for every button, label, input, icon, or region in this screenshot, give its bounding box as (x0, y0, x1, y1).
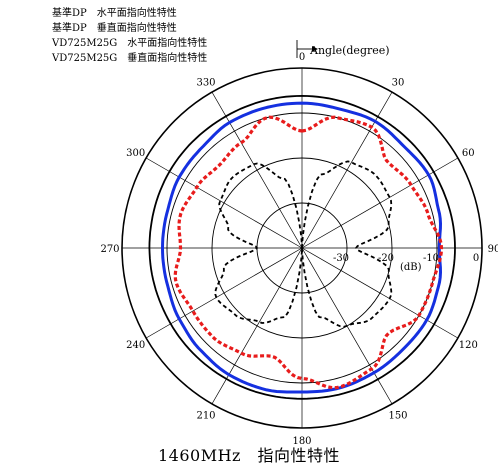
angle-tick-label: 210 (196, 410, 215, 421)
grid-spoke (301, 157, 459, 249)
grid-spoke (301, 247, 459, 339)
grid-spoke (145, 157, 303, 249)
legend: 基準DP 水平面指向性特性 基準DP 垂直面指向性特性 VD725M25G 水平… (2, 6, 207, 66)
grid-spoke (211, 247, 303, 405)
arrow-head (312, 46, 318, 52)
angle-tick-label: 180 (292, 436, 311, 447)
angle-tick-label: 90 (488, 244, 498, 255)
angle-tick-label: 300 (126, 148, 145, 159)
radial-tick-label: -30 (333, 253, 349, 264)
angle-tick-label: 270 (100, 244, 119, 255)
legend-item-4: VD725M25G 垂直面指向性特性 (2, 51, 207, 66)
angle-tick-label: 120 (459, 340, 478, 351)
radial-tick-label: -10 (423, 253, 439, 264)
legend-label-1: 基準DP 水平面指向性特性 (52, 8, 177, 19)
legend-label-3: VD725M25G 水平面指向性特性 (52, 38, 208, 49)
angle-tick-label: 30 (392, 78, 405, 89)
angle-tick-label: 240 (126, 340, 145, 351)
radial-unit-label: (dB) (400, 262, 422, 273)
series-line-2 (214, 160, 393, 328)
legend-item-3: VD725M25G 水平面指向性特性 (2, 36, 207, 51)
legend-label-2: 基準DP 垂直面指向性特性 (52, 23, 177, 34)
grid-spoke (211, 91, 303, 249)
angle-tick-label: 150 (388, 410, 407, 421)
angle-arrow (296, 40, 318, 58)
legend-item-2: 基準DP 垂直面指向性特性 (2, 21, 207, 36)
grid-spoke (301, 91, 393, 249)
series-layer (148, 95, 456, 400)
polar-grid: -30 -20 -10 0 (121, 67, 483, 429)
grid-spoke (145, 247, 303, 339)
series-line-3 (161, 101, 442, 394)
angle-tick-label: 330 (196, 78, 215, 89)
chart-caption: 1460MHz 指向性特性 (158, 446, 340, 465)
angle-tick-label: 0 (299, 52, 305, 63)
series-line-1 (148, 95, 456, 400)
angle-tick-label: 60 (462, 148, 475, 159)
series-line-4 (173, 115, 444, 390)
angle-axis-label: Angle(degree) (310, 44, 390, 57)
legend-label-4: VD725M25G 垂直面指向性特性 (52, 53, 208, 64)
radial-tick-label: -20 (378, 253, 394, 264)
angle-ticks: 0 30 60 90 120 150 180 210 240 270 300 330 (100, 52, 498, 447)
legend-item-1: 基準DP 水平面指向性特性 (2, 6, 207, 21)
radial-tick-label: 0 (473, 253, 479, 264)
